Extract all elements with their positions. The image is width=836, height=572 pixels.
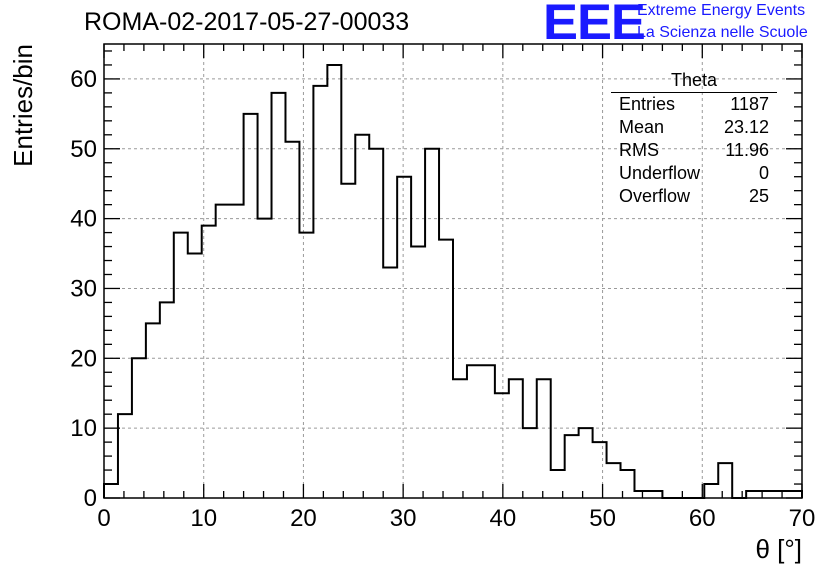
x-tick-label: 0 (97, 505, 110, 532)
stats-label: RMS (619, 140, 659, 160)
y-tick-label: 20 (70, 345, 97, 372)
stats-label: Overflow (619, 186, 691, 206)
stats-value: 25 (748, 186, 769, 206)
stats-row-underflow: Underflow 0 (611, 162, 777, 185)
y-axis-label: Entries/bin (8, 44, 38, 167)
x-axis-label: θ [°] (755, 534, 802, 564)
y-tick-label: 0 (84, 485, 97, 512)
y-tick-label: 10 (70, 415, 97, 442)
stats-row-rms: RMS 11.96 (611, 139, 777, 162)
stats-value: 11.96 (725, 140, 769, 160)
x-tick-label: 30 (390, 505, 417, 532)
tick-labels: 0 10 20 30 40 50 60 70 0 10 20 30 40 50 60 (70, 66, 815, 532)
stats-label: Mean (619, 117, 665, 137)
stats-label: Underflow (619, 163, 701, 183)
y-tick-label: 50 (70, 136, 97, 163)
stats-value: 23.12 (723, 117, 769, 137)
x-tick-label: 10 (190, 505, 217, 532)
stats-value: 0 (758, 163, 769, 183)
logo-tagline-1: Extreme Energy Events (637, 2, 806, 19)
stats-row-entries: Entries 1187 (611, 93, 777, 116)
y-tick-label: 40 (70, 206, 97, 233)
stats-row-mean: Mean 23.12 (611, 116, 777, 139)
stats-row-overflow: Overflow 25 (611, 185, 777, 208)
logo-mark: EEE (543, 0, 646, 50)
x-tick-label: 50 (589, 505, 616, 532)
stats-box: Theta Entries 1187 Mean 23.12 RMS 11.96 … (611, 70, 777, 208)
y-tick-label: 30 (70, 275, 97, 302)
plot-frame (103, 43, 803, 499)
y-tick-label: 60 (70, 66, 97, 93)
x-tick-label: 20 (290, 505, 317, 532)
axis-ticks (103, 44, 803, 499)
run-title: ROMA-02-2017-05-27-00033 (84, 8, 410, 36)
stats-label: Entries (619, 94, 676, 114)
x-tick-label: 40 (490, 505, 517, 532)
x-tick-label: 70 (789, 505, 816, 532)
stats-title: Theta (611, 70, 777, 93)
x-tick-label: 60 (689, 505, 716, 532)
logo-tagline-2: La Scienza nelle Scuole (637, 24, 808, 41)
stats-value: 1187 (730, 94, 769, 114)
